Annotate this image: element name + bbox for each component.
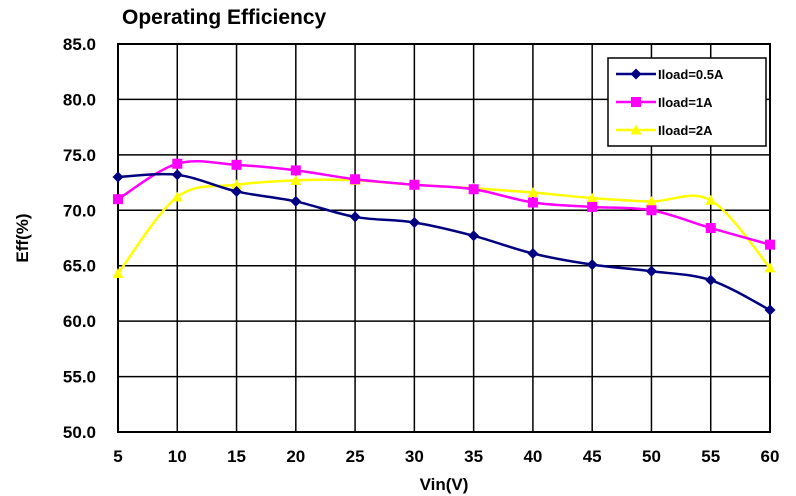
grid xyxy=(117,43,771,433)
x-tick-label: 45 xyxy=(583,447,602,466)
data-point xyxy=(527,248,539,260)
data-point xyxy=(231,159,242,170)
series-1 xyxy=(112,169,776,316)
data-point xyxy=(705,274,717,286)
x-tick-label: 10 xyxy=(168,447,187,466)
y-tick-label: 60.0 xyxy=(63,312,96,331)
series-2 xyxy=(113,158,775,250)
x-axis-label: Vin(V) xyxy=(420,475,469,494)
legend-label: Iload=1A xyxy=(658,95,713,110)
legend-entry: Iload=2A xyxy=(616,123,713,138)
data-point xyxy=(646,205,657,216)
data-point xyxy=(231,185,243,197)
data-point xyxy=(349,211,361,223)
x-tick-label: 35 xyxy=(464,447,483,466)
y-axis-label: Eff(%) xyxy=(13,213,32,262)
x-tick-label: 30 xyxy=(405,447,424,466)
legend-label: Iload=2A xyxy=(658,123,713,138)
legend-entry: Iload=1A xyxy=(616,95,713,110)
y-tick-label: 65.0 xyxy=(63,257,96,276)
data-point xyxy=(645,265,657,277)
data-point xyxy=(290,195,302,207)
data-point xyxy=(765,239,775,250)
data-point xyxy=(764,262,776,273)
data-point xyxy=(172,158,183,169)
data-point xyxy=(112,267,124,278)
data-point xyxy=(113,194,123,205)
x-tick-label: 5 xyxy=(113,447,122,466)
data-point xyxy=(171,169,183,181)
x-tick-label: 50 xyxy=(642,447,661,466)
data-point xyxy=(705,223,716,234)
x-tick-label: 40 xyxy=(523,447,542,466)
y-tick-label: 85.0 xyxy=(63,35,96,54)
legend-entry: Iload=0.5A xyxy=(616,67,724,82)
legend-label: Iload=0.5A xyxy=(658,67,724,82)
data-point xyxy=(112,171,124,183)
data-point xyxy=(586,192,598,203)
y-tick-label: 50.0 xyxy=(63,423,96,442)
legend-marker xyxy=(630,68,642,80)
data-point xyxy=(468,184,479,195)
data-point xyxy=(350,174,361,185)
data-point xyxy=(468,230,480,242)
x-tick-label: 60 xyxy=(761,447,780,466)
data-point xyxy=(408,216,420,228)
legend-marker xyxy=(630,124,642,135)
data-point xyxy=(231,179,243,190)
series-layer xyxy=(112,158,776,316)
x-tick-label: 55 xyxy=(701,447,720,466)
data-point xyxy=(645,195,657,206)
data-point xyxy=(290,165,301,176)
legend: Iload=0.5A Iload=1A Iload=2A xyxy=(607,57,767,147)
y-tick-labels: 50.0 55.0 60.0 65.0 70.0 75.0 80.0 85.0 xyxy=(63,35,96,442)
data-point xyxy=(171,191,183,202)
y-tick-label: 80.0 xyxy=(63,90,96,109)
data-point xyxy=(586,259,598,271)
legend-marker xyxy=(631,97,641,107)
data-point xyxy=(587,201,598,212)
data-point xyxy=(409,179,420,190)
data-point xyxy=(527,197,538,208)
x-tick-label: 25 xyxy=(346,447,365,466)
x-tick-labels: 5 10 15 20 25 30 35 40 45 50 55 60 xyxy=(113,447,779,466)
data-point xyxy=(705,194,717,205)
chart-title: Operating Efficiency xyxy=(122,6,327,29)
x-tick-label: 15 xyxy=(227,447,246,466)
y-tick-label: 55.0 xyxy=(63,368,96,387)
y-tick-label: 75.0 xyxy=(63,146,96,165)
data-point xyxy=(527,187,539,198)
data-point xyxy=(764,304,776,316)
x-tick-label: 20 xyxy=(286,447,305,466)
data-point xyxy=(290,174,302,185)
y-tick-label: 70.0 xyxy=(63,201,96,220)
